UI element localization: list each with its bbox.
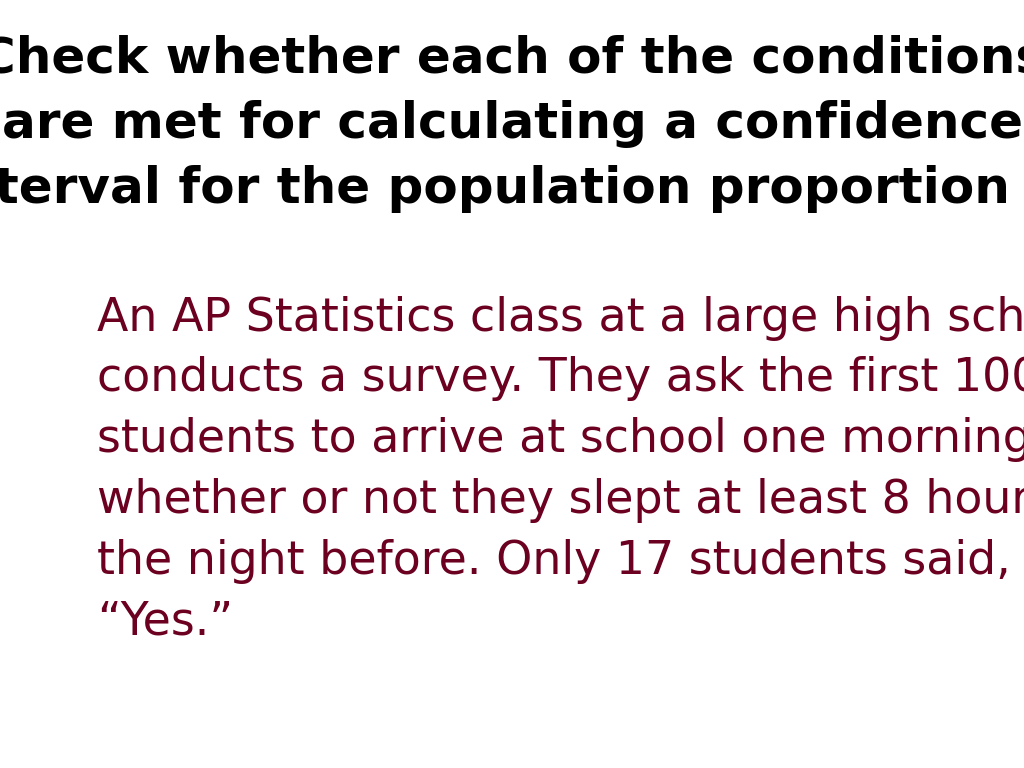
Text: Check whether each of the conditions
are met for calculating a confidence
interv: Check whether each of the conditions are… <box>0 35 1024 213</box>
Text: An AP Statistics class at a large high school
conducts a survey. They ask the fi: An AP Statistics class at a large high s… <box>97 296 1024 644</box>
